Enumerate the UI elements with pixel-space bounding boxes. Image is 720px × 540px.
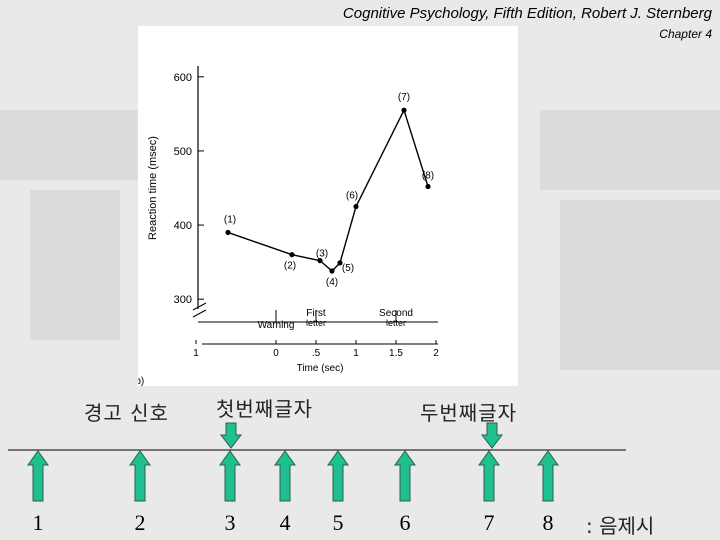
series-line: [227, 108, 429, 272]
background-shape: [0, 110, 140, 180]
data-point-label: (7): [398, 92, 410, 103]
up-arrow-icon: [27, 450, 49, 502]
background-shape: [540, 110, 720, 190]
second-letter-label: 두번째글자: [420, 401, 517, 425]
y-tick-label: 400: [174, 220, 192, 232]
data-point: [353, 203, 359, 210]
timeline: [8, 422, 626, 502]
step-number: 3: [224, 510, 236, 535]
data-point: [225, 229, 231, 236]
x-tick-label: 2: [433, 348, 439, 359]
data-point: [317, 258, 323, 264]
step-number: 4: [279, 510, 291, 535]
x-tick-label: 1: [353, 348, 359, 359]
y-tick-label: 300: [174, 294, 192, 306]
up-arrow-icon: [274, 450, 296, 502]
background-shape: [560, 200, 720, 370]
header-chapter: Chapter 4: [659, 27, 712, 41]
background-shape: [30, 190, 120, 340]
panel-label: (b): [138, 376, 144, 386]
axis-break-mark: [192, 302, 207, 311]
up-arrow-icon: [327, 450, 349, 502]
data-point: [425, 183, 431, 190]
data-point-label: (2): [284, 261, 296, 272]
x-tick-label: 0: [273, 348, 279, 359]
data-point: [337, 260, 343, 266]
y-tick-label: 600: [174, 72, 192, 84]
data-point-label: (5): [342, 263, 354, 274]
event-label: Warning: [258, 320, 295, 331]
data-point-label: (8): [422, 171, 434, 182]
event-label: First: [306, 308, 326, 319]
data-point-label: (3): [316, 249, 328, 260]
data-point-label: (1): [224, 214, 236, 225]
down-arrow-icon: [219, 422, 243, 449]
event-label: letter: [306, 318, 326, 328]
step-number: 1: [32, 510, 44, 535]
x-tick-label: 1.5: [389, 348, 403, 359]
up-arrow-icon: [478, 450, 500, 502]
data-point: [289, 252, 295, 258]
up-arrow-icon: [394, 450, 416, 502]
event-label: Second: [379, 308, 413, 319]
reaction-time-chart: 300 400 500 600 Reaction time (msec) Warning F…: [132, 66, 439, 387]
data-point-label: (4): [326, 277, 338, 288]
event-label: letter: [386, 318, 406, 328]
step-number: 6: [399, 510, 411, 535]
axis-break-mark: [192, 309, 207, 318]
y-axis-title: Reaction time (msec): [147, 136, 159, 240]
data-point-label: (6): [346, 191, 358, 202]
y-tick-label: 500: [174, 146, 192, 158]
data-point: [401, 107, 407, 113]
stimulus-note: : 음제시: [586, 514, 655, 538]
x-tick-label: 1: [193, 348, 199, 359]
down-arrow-icon: [480, 422, 504, 449]
reaction-time-figure: 300 400 500 600 Reaction time (msec) Warning F…: [132, 26, 518, 387]
x-tick-label: .5: [312, 348, 321, 359]
up-arrow-icon: [129, 450, 151, 502]
first-letter-label: 첫번째글자: [216, 397, 313, 421]
x-axis-title: Time (sec): [297, 363, 344, 374]
warning-signal-label: 경고 신호: [84, 401, 169, 425]
step-number: 8: [542, 510, 554, 535]
step-number: 2: [134, 510, 146, 535]
data-point: [329, 268, 335, 274]
up-arrow-icon: [219, 450, 241, 502]
up-arrow-icon: [537, 450, 559, 502]
step-number: 7: [483, 510, 495, 535]
header-title: Cognitive Psychology, Fifth Edition, Rob…: [342, 5, 712, 22]
step-number: 5: [332, 510, 344, 535]
